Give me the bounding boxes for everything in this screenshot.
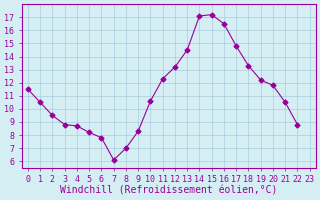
X-axis label: Windchill (Refroidissement éolien,°C): Windchill (Refroidissement éolien,°C) bbox=[60, 186, 277, 196]
